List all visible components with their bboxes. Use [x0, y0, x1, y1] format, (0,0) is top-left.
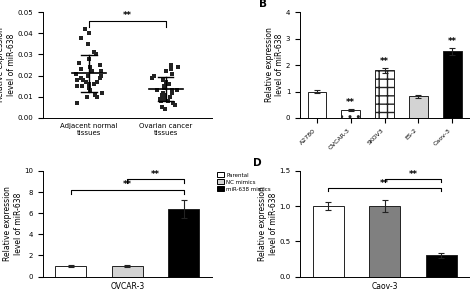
Point — [96, 75, 104, 80]
Bar — [426, 255, 456, 277]
Y-axis label: Relative expression
level of miR-638: Relative expression level of miR-638 — [0, 28, 16, 102]
Point — [78, 67, 85, 72]
Point — [85, 86, 92, 91]
Bar — [112, 266, 143, 277]
Point — [84, 41, 92, 46]
Point — [168, 71, 175, 76]
Point — [157, 98, 164, 103]
Point — [86, 65, 94, 70]
Point — [167, 63, 174, 67]
Point — [73, 78, 81, 82]
Y-axis label: Relative expression
level of miR-638: Relative expression level of miR-638 — [3, 186, 23, 261]
Bar — [341, 110, 360, 118]
Point — [160, 90, 167, 95]
Point — [151, 73, 158, 78]
Text: **: ** — [408, 170, 417, 179]
Point — [90, 82, 98, 87]
Text: B: B — [259, 0, 267, 9]
Point — [82, 80, 89, 85]
Bar — [409, 96, 428, 118]
Point — [98, 90, 106, 95]
Point — [72, 71, 80, 76]
Point — [161, 96, 168, 101]
Bar — [369, 206, 400, 277]
Text: **: ** — [380, 57, 389, 66]
Point — [77, 75, 85, 80]
Y-axis label: Relative expression
level of miR-638: Relative expression level of miR-638 — [258, 186, 278, 261]
Point — [148, 75, 156, 80]
Point — [86, 56, 93, 61]
Point — [156, 96, 164, 101]
Point — [158, 105, 166, 110]
Point — [97, 73, 105, 78]
Point — [161, 107, 169, 112]
Point — [98, 69, 105, 74]
Point — [90, 50, 97, 55]
Point — [158, 92, 166, 97]
Point — [169, 88, 176, 93]
Bar — [308, 92, 326, 118]
Bar — [313, 206, 344, 277]
Point — [73, 101, 81, 105]
Point — [77, 35, 84, 40]
Point — [161, 92, 168, 97]
Point — [83, 94, 91, 99]
Point — [73, 84, 81, 89]
Point — [166, 94, 174, 99]
Point — [92, 52, 100, 57]
Point — [96, 63, 104, 67]
Text: **: ** — [123, 180, 132, 189]
Point — [88, 69, 95, 74]
Point — [85, 82, 92, 87]
Bar — [375, 70, 394, 118]
Point — [86, 88, 94, 93]
Point — [160, 84, 167, 89]
Text: **: ** — [346, 98, 355, 107]
Text: **: ** — [123, 11, 132, 19]
Point — [171, 103, 179, 108]
Point — [168, 90, 176, 95]
Point — [160, 78, 167, 82]
Bar — [443, 51, 462, 118]
Point — [160, 86, 167, 91]
Point — [166, 82, 173, 87]
Point — [84, 73, 91, 78]
Bar — [55, 266, 86, 277]
Point — [82, 27, 89, 32]
Point — [163, 69, 170, 74]
Point — [75, 60, 82, 65]
Text: D: D — [253, 157, 261, 168]
Y-axis label: Relative expression
level of miR-638: Relative expression level of miR-638 — [265, 28, 284, 102]
Point — [93, 94, 100, 99]
Point — [174, 65, 182, 70]
Point — [79, 78, 87, 82]
Point — [173, 88, 181, 93]
Point — [158, 94, 165, 99]
Text: **: ** — [151, 170, 160, 179]
Point — [85, 31, 92, 36]
Bar — [168, 209, 199, 277]
Point — [167, 67, 175, 72]
Point — [153, 88, 161, 93]
Point — [93, 80, 101, 85]
Point — [163, 80, 170, 85]
Text: **: ** — [448, 37, 457, 46]
Legend: Parental, NC mimics, miR-638 mimics: Parental, NC mimics, miR-638 mimics — [217, 171, 272, 192]
Point — [91, 92, 99, 97]
Text: **: ** — [380, 179, 389, 188]
Point — [164, 98, 172, 103]
Point — [169, 101, 177, 105]
Point — [79, 84, 86, 89]
